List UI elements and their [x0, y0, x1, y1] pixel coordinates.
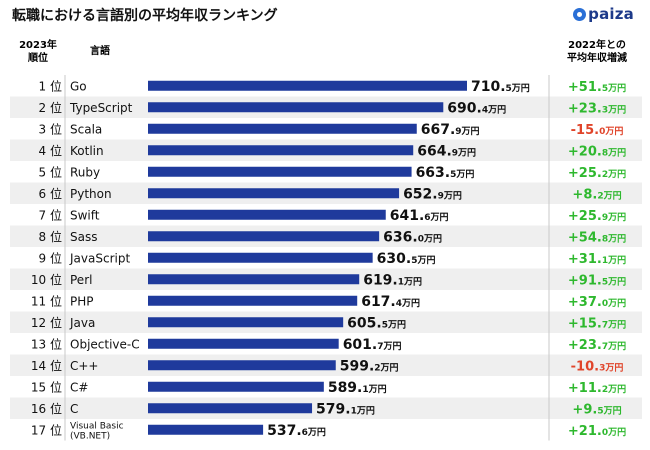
salary-value-label: 599.2万円: [340, 358, 399, 374]
language-label: PHP: [70, 294, 94, 308]
salary-bar: [148, 123, 417, 134]
salary-value-label: 663.5万円: [416, 165, 475, 181]
salary-bar: [148, 295, 358, 306]
language-header: 言語: [90, 44, 110, 57]
change-value-label: +37.0万円: [568, 295, 626, 310]
language-label: Sass: [70, 230, 97, 244]
salary-value-label: 579.1万円: [316, 401, 375, 417]
language-label: Swift: [70, 208, 100, 222]
salary-bar: [148, 424, 264, 435]
language-label: Kotlin: [70, 144, 104, 158]
row-background: [10, 397, 642, 419]
salary-bar: [148, 80, 467, 91]
change-value-label: +15.7万円: [568, 316, 626, 331]
salary-value-label: 619.1万円: [363, 272, 422, 288]
rank-header-line2: 順位: [27, 51, 48, 64]
salary-bar: [148, 252, 373, 263]
language-label: Python: [70, 187, 112, 201]
salary-value-label: 641.6万円: [390, 208, 449, 224]
salary-value-label: 605.5万円: [347, 315, 406, 331]
salary-value-label: 537.6万円: [267, 423, 326, 439]
salary-bar: [148, 231, 380, 242]
language-label: Perl: [70, 273, 92, 287]
language-label: Ruby: [70, 165, 100, 179]
language-label: C: [70, 402, 78, 416]
language-label: Go: [70, 79, 87, 93]
paiza-logo-icon: [573, 7, 587, 21]
rank-label: 11 位: [31, 293, 62, 308]
language-label: Scala: [70, 122, 102, 136]
change-value-label: +9.5万円: [572, 402, 621, 417]
change-value-label: -15.0万円: [571, 123, 624, 138]
rank-label: 15 位: [31, 379, 62, 394]
rank-label: 6 位: [39, 186, 62, 201]
change-header-line1: 2022年との: [568, 38, 626, 51]
language-label: Java: [69, 316, 95, 330]
change-value-label: +8.2万円: [572, 187, 621, 202]
page-title: 転職における言語別の平均年収ランキング: [12, 8, 278, 24]
rank-header-line1: 2023年: [19, 38, 57, 51]
rank-label: 13 位: [31, 336, 62, 351]
salary-bar: [148, 360, 336, 371]
rank-label: 17 位: [31, 422, 62, 437]
salary-value-label: 710.5万円: [471, 79, 530, 95]
salary-value-label: 636.0万円: [383, 229, 442, 245]
salary-bar: [148, 274, 360, 285]
change-value-label: +25.2万円: [568, 166, 626, 181]
salary-value-label: 664.9万円: [417, 143, 476, 159]
change-value-label: +23.7万円: [568, 338, 626, 353]
salary-bar: [148, 317, 344, 328]
change-value-label: +54.8万円: [568, 230, 626, 245]
salary-value-label: 630.5万円: [377, 251, 436, 267]
salary-bar: [148, 403, 313, 414]
change-header-line2: 平均年収増減: [567, 51, 627, 64]
rank-label: 4 位: [39, 143, 62, 158]
language-label: C++: [70, 359, 99, 373]
change-value-label: +20.8万円: [568, 144, 626, 159]
brand-logo: paiza: [573, 5, 634, 23]
language-label: C#: [70, 380, 88, 394]
change-value-label: +31.1万円: [568, 252, 626, 267]
salary-value-label: 690.4万円: [447, 100, 506, 116]
rank-label: 14 位: [31, 358, 62, 373]
salary-value-label: 601.7万円: [343, 337, 402, 353]
language-label: TypeScript: [69, 101, 133, 115]
change-value-label: +21.0万円: [568, 424, 626, 439]
rank-label: 5 位: [39, 164, 62, 179]
salary-value-label: 652.9万円: [403, 186, 462, 202]
rank-label: 1 位: [39, 78, 62, 93]
salary-value-label: 589.1万円: [328, 380, 387, 396]
logo-text: paiza: [588, 5, 634, 23]
salary-value-label: 617.4万円: [361, 294, 420, 310]
rank-label: 3 位: [39, 121, 62, 136]
rank-label: 8 位: [39, 229, 62, 244]
language-label: Objective-C: [70, 337, 140, 351]
rank-label: 2 位: [39, 100, 62, 115]
rank-label: 9 位: [39, 250, 62, 265]
language-label: JavaScript: [69, 251, 130, 265]
salary-bar: [148, 338, 339, 349]
salary-bar: [148, 145, 414, 156]
language-label: Visual Basic (VB.NET): [70, 421, 124, 441]
salary-value-label: 667.9万円: [421, 122, 480, 138]
change-value-label: +91.5万円: [568, 273, 626, 288]
salary-bar: [148, 188, 400, 199]
salary-bar: [148, 209, 386, 220]
change-value-label: +23.3万円: [568, 101, 626, 116]
change-value-label: +25.9万円: [568, 209, 626, 224]
change-value-label: +11.2万円: [568, 381, 626, 396]
salary-bar: [148, 381, 324, 392]
salary-bar: [148, 166, 412, 177]
rank-label: 7 位: [39, 207, 62, 222]
change-value-label: +51.5万円: [568, 80, 626, 95]
rank-label: 12 位: [31, 315, 62, 330]
rank-label: 10 位: [31, 272, 62, 287]
change-value-label: -10.3万円: [571, 359, 624, 374]
rank-label: 16 位: [31, 401, 62, 416]
salary-bar: [148, 102, 444, 113]
